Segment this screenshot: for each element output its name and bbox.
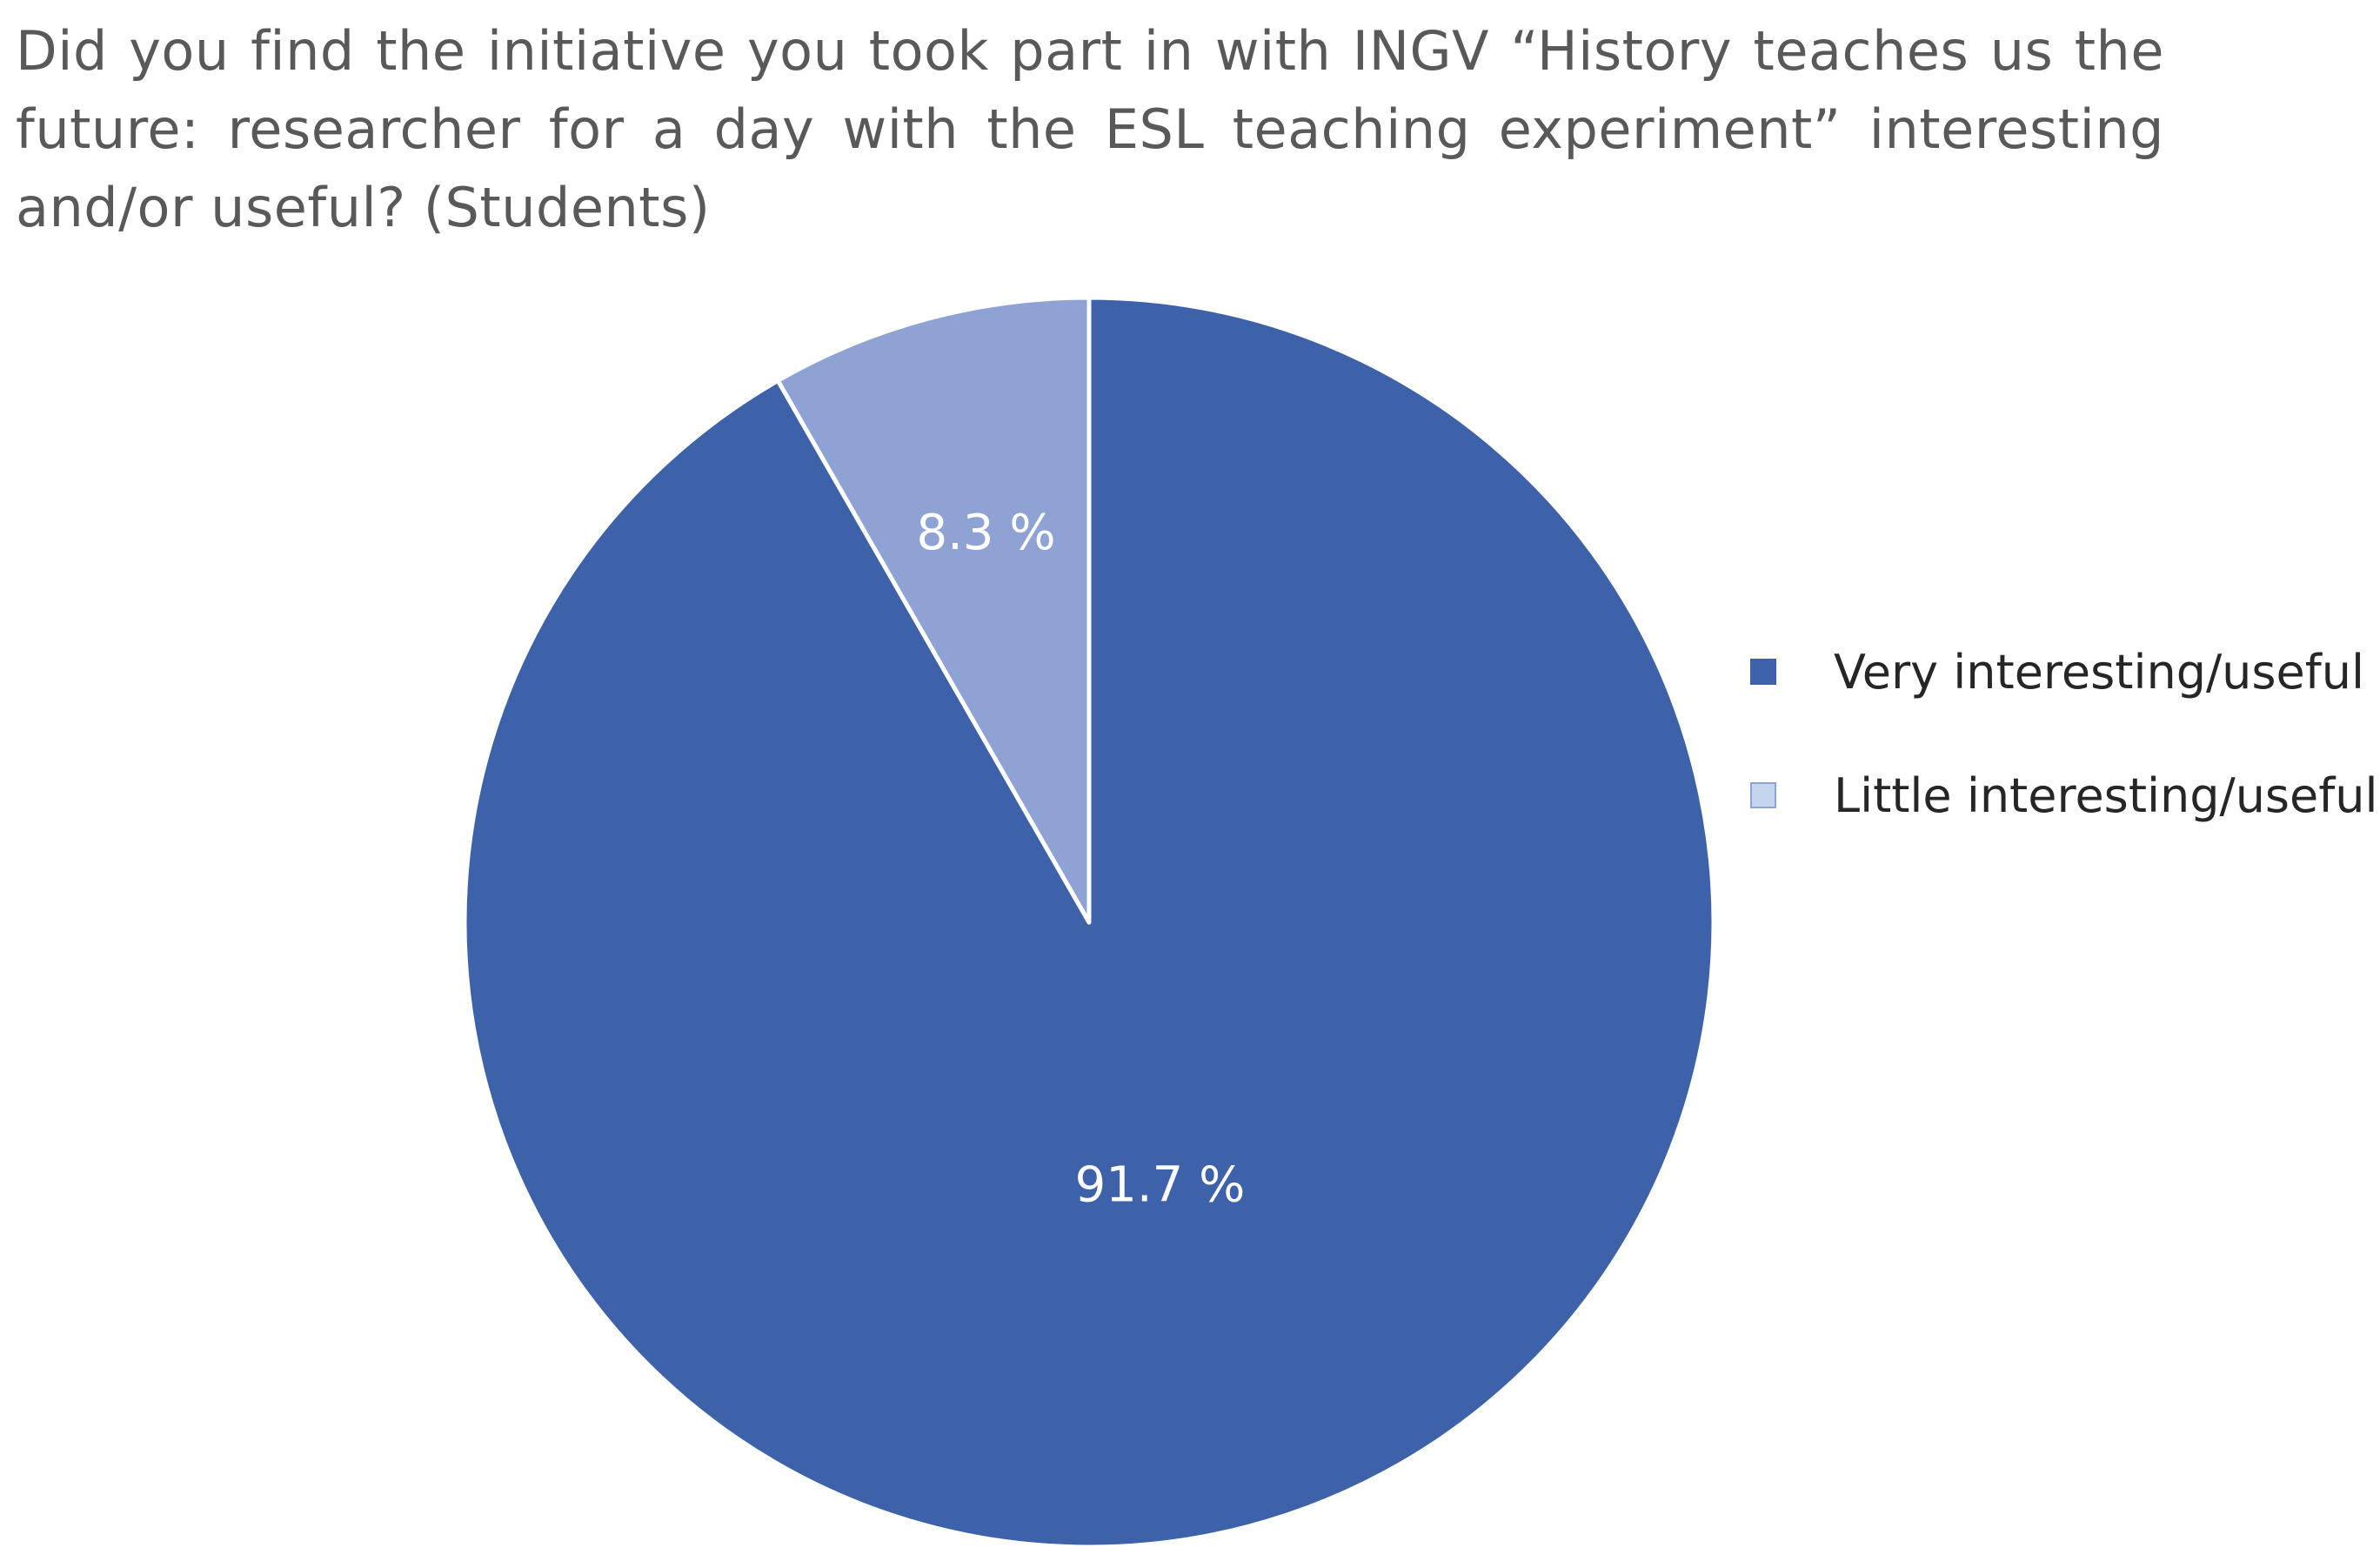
slice-label-little-interesting: 8.3 %	[916, 505, 1055, 561]
pie-slices	[462, 295, 1716, 1550]
slice-very-interesting[interactable]	[462, 295, 1716, 1550]
legend-label-very-interesting: Very interesting/useful	[1834, 644, 2364, 700]
pie-slice-labels: 91.7 % 8.3 %	[916, 505, 1245, 1213]
chart-title: Did you find the initiative you took par…	[16, 19, 2164, 239]
legend-label-little-interesting: Little interesting/useful	[1834, 767, 2378, 823]
legend-swatch-little-interesting	[1750, 782, 1776, 808]
slice-little-interesting[interactable]	[775, 295, 1092, 925]
legend-item-little-interesting[interactable]: Little interesting/useful	[1750, 760, 2378, 830]
legend-item-very-interesting[interactable]: Very interesting/useful	[1750, 637, 2378, 707]
legend: Very interesting/useful Little interesti…	[1750, 637, 2378, 884]
slice-label-very-interesting: 91.7 %	[1075, 1156, 1246, 1213]
legend-swatch-very-interesting	[1750, 659, 1776, 685]
